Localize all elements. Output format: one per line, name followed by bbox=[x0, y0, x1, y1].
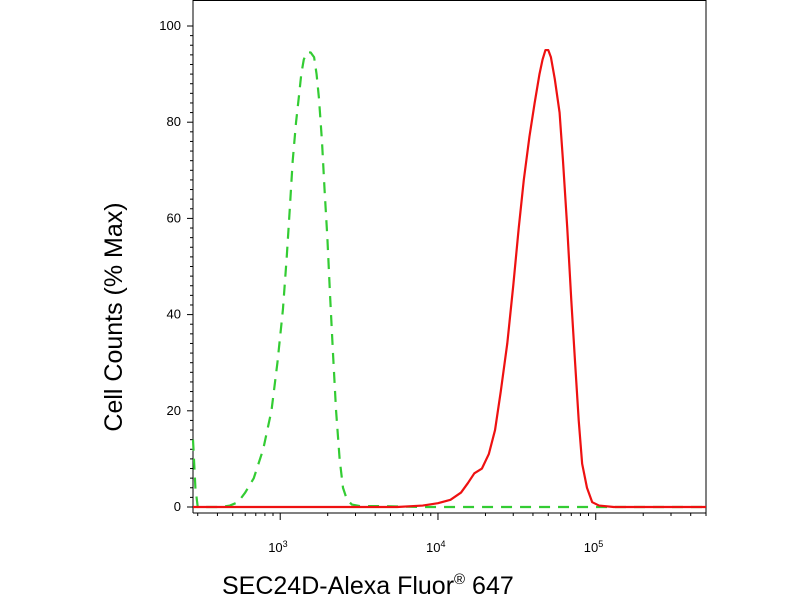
y-tick-label: 20 bbox=[167, 403, 181, 418]
series-line-2 bbox=[193, 48, 706, 509]
x-tick-label: 105 bbox=[584, 539, 603, 555]
y-axis-title: Cell Counts (% Max) bbox=[100, 202, 128, 431]
y-tick-label: 100 bbox=[159, 18, 181, 33]
x-axis-title-registered: ® bbox=[454, 571, 465, 588]
x-axis-title: SEC24D-Alexa Fluor® 647 bbox=[222, 571, 514, 600]
plot-frame bbox=[192, 0, 707, 514]
x-tick-exponent: 5 bbox=[598, 539, 603, 549]
y-tick-label: 60 bbox=[167, 210, 181, 225]
y-axis-ticks: 0 20 40 60 80 100 bbox=[159, 18, 193, 514]
x-axis-title-main: SEC24D-Alexa Fluor bbox=[222, 572, 454, 600]
x-tick-base: 10 bbox=[268, 540, 282, 555]
series-layer bbox=[191, 48, 706, 509]
x-axis-ticks: 103 104 105 bbox=[197, 513, 707, 555]
x-axis-title-tail: 647 bbox=[465, 572, 514, 600]
y-tick-label: 0 bbox=[174, 499, 181, 514]
x-tick-base: 10 bbox=[584, 540, 598, 555]
x-tick-label: 104 bbox=[426, 539, 445, 555]
series-line-1 bbox=[191, 51, 706, 509]
y-tick-label: 40 bbox=[167, 307, 181, 322]
x-tick-exponent: 3 bbox=[283, 539, 288, 549]
x-tick-exponent: 4 bbox=[440, 539, 445, 549]
y-tick-label: 80 bbox=[167, 114, 181, 129]
x-tick-base: 10 bbox=[426, 540, 440, 555]
x-tick-label: 103 bbox=[268, 539, 287, 555]
